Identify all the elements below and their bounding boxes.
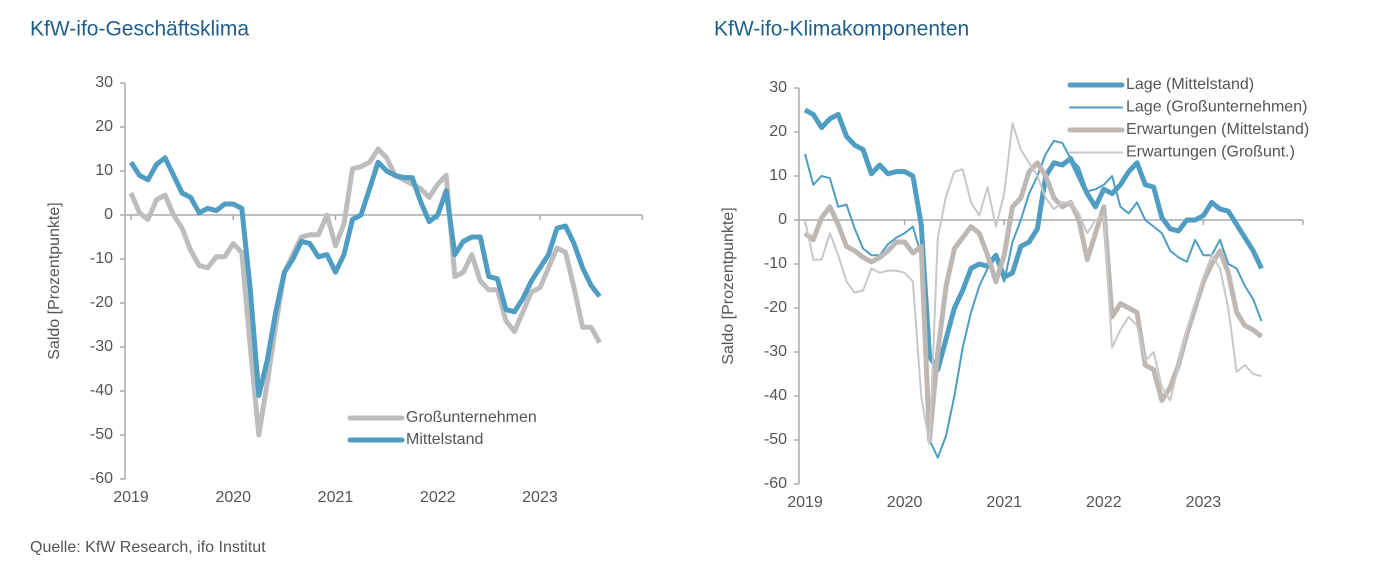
y-tick-label: 10	[769, 167, 787, 184]
y-tick-label: 0	[778, 211, 787, 228]
line-series	[128, 155, 602, 398]
y-tick-label: -20	[764, 299, 787, 316]
x-tick-label: 2019	[787, 494, 823, 511]
x-tick-label: 2019	[113, 489, 149, 506]
x-tick-label: 2022	[1086, 494, 1122, 511]
y-tick-label: -10	[90, 250, 113, 267]
legend-label: Erwartungen (Großunt.)	[1126, 144, 1295, 161]
y-tick-label: -30	[764, 343, 787, 360]
x-tick-label: 2023	[522, 489, 558, 506]
y-tick-label: 10	[95, 162, 113, 179]
y-tick-label: 0	[104, 206, 113, 223]
y-tick-label: 30	[769, 79, 787, 96]
line-series	[128, 146, 602, 438]
x-tick-label: 2023	[1186, 494, 1222, 511]
line-series	[803, 160, 1264, 443]
x-tick-label: 2020	[215, 489, 251, 506]
y-tick-label: -50	[764, 431, 787, 448]
x-tick-label: 2021	[986, 494, 1022, 511]
line-series	[803, 107, 1264, 373]
x-tick-label: 2021	[318, 489, 354, 506]
legend-label: Mittelstand	[406, 431, 483, 448]
y-axis-label: Saldo [Prozentpunkte]	[46, 202, 63, 359]
y-tick-label: -30	[90, 338, 113, 355]
x-tick-label: 2020	[887, 494, 923, 511]
legend-label: Lage (Mittelstand)	[1126, 76, 1254, 93]
legend-label: Lage (Großunternehmen)	[1126, 99, 1307, 116]
line-series	[804, 122, 1262, 446]
legend-label: Großunternehmen	[406, 409, 537, 426]
y-tick-label: -40	[90, 382, 113, 399]
legend-label: Erwartungen (Mittelstand)	[1126, 121, 1309, 138]
y-tick-label: -20	[90, 294, 113, 311]
line-series	[804, 139, 1263, 459]
y-tick-label: 20	[95, 118, 113, 135]
chart-title: KfW-ifo-Geschäftsklima	[30, 18, 249, 41]
y-tick-label: 30	[95, 74, 113, 91]
y-tick-label: -60	[90, 470, 113, 487]
y-tick-label: -50	[90, 426, 113, 443]
source: Quelle: KfW Research, ifo Institut	[30, 539, 266, 556]
y-tick-label: -60	[764, 475, 787, 492]
x-tick-label: 2022	[420, 489, 456, 506]
y-tick-label: -40	[764, 387, 787, 404]
chart-title: KfW-ifo-Klimakomponenten	[714, 18, 969, 41]
y-tick-label: 20	[769, 123, 787, 140]
y-axis-label: Saldo [Prozentpunkte]	[720, 207, 737, 364]
y-tick-label: -10	[764, 255, 787, 272]
